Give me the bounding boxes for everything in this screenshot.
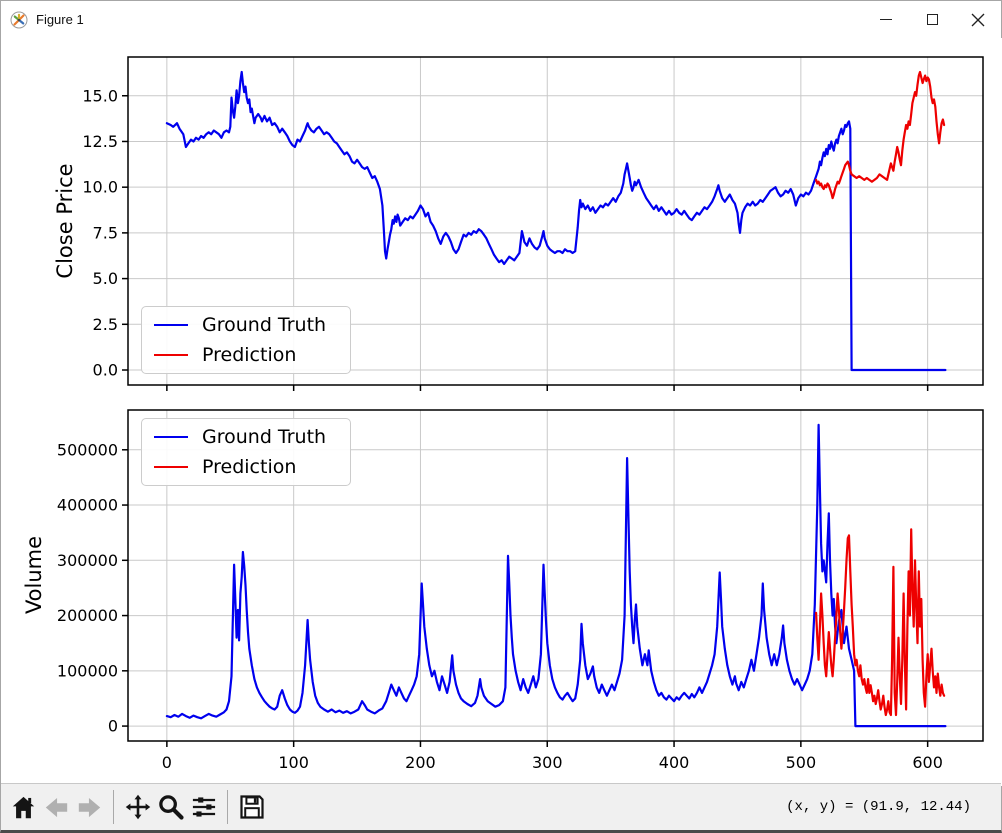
legend-label: Prediction [202,344,297,366]
svg-text:500000: 500000 [57,440,118,459]
matplotlib-logo-icon [10,11,28,28]
svg-text:0.0: 0.0 [93,361,118,380]
configure-subplots-button[interactable] [187,789,220,825]
navigation-toolbar: (x, y) = (91.9, 12.44) [1,783,1001,830]
prediction-line-swatch [154,354,188,356]
svg-text:400: 400 [659,753,690,772]
plot-canvas[interactable]: 0.0 2.5 5.0 7.5 10.0 12.5 15.0 0 100000 200000 300… [1,38,1002,786]
save-floppy-icon [239,795,264,819]
legend-close-price: Ground Truth Prediction [141,306,351,374]
legend-item: Ground Truth [154,312,350,338]
close-icon [971,13,985,26]
window-title: Figure 1 [36,12,84,27]
save-button[interactable] [235,789,268,825]
svg-text:200000: 200000 [57,606,118,625]
pan-arrows-icon [125,794,150,820]
svg-text:12.5: 12.5 [82,132,118,151]
svg-text:600: 600 [912,753,943,772]
svg-text:300000: 300000 [57,551,118,570]
cursor-coordinates-readout: (x, y) = (91.9, 12.44) [786,799,971,815]
window-controls [863,1,1001,38]
minimize-icon [880,19,892,20]
back-button[interactable] [40,789,73,825]
svg-text:200: 200 [405,753,436,772]
svg-text:100: 100 [278,753,309,772]
forward-button[interactable] [73,789,106,825]
svg-text:10.0: 10.0 [82,178,118,197]
maximize-button[interactable] [909,1,955,38]
forward-arrow-icon [78,797,101,817]
svg-text:15.0: 15.0 [82,86,118,105]
close-button[interactable] [955,1,1001,38]
svg-text:500: 500 [786,753,817,772]
prediction-line-swatch [154,466,188,468]
svg-text:100000: 100000 [57,661,118,680]
legend-label: Ground Truth [202,426,327,448]
legend-item: Ground Truth [154,424,350,450]
toolbar-separator [113,790,114,824]
sliders-icon [192,797,215,817]
legend-item: Prediction [154,342,350,368]
legend-volume: Ground Truth Prediction [141,418,351,486]
svg-text:300: 300 [532,753,563,772]
legend-label: Prediction [202,456,297,478]
minimize-button[interactable] [863,1,909,38]
back-arrow-icon [45,797,68,817]
svg-text:400000: 400000 [57,496,118,515]
pan-button[interactable] [121,789,154,825]
toolbar-separator [227,790,228,824]
ground-truth-line-swatch [154,436,188,438]
home-icon [12,796,35,818]
ground-truth-line-swatch [154,324,188,326]
figure-canvas-area: 0.0 2.5 5.0 7.5 10.0 12.5 15.0 0 100000 200000 300… [1,38,1002,786]
svg-text:7.5: 7.5 [93,223,118,242]
svg-text:2.5: 2.5 [93,315,118,334]
maximize-icon [926,14,938,25]
zoom-button[interactable] [154,789,187,825]
svg-text:0: 0 [108,717,118,736]
legend-label: Ground Truth [202,314,327,336]
window-titlebar[interactable]: Figure 1 [1,1,1001,38]
home-button[interactable] [7,789,40,825]
svg-text:0: 0 [162,753,172,772]
zoom-magnifier-icon [158,795,184,820]
svg-text:5.0: 5.0 [93,269,118,288]
legend-item: Prediction [154,454,350,480]
